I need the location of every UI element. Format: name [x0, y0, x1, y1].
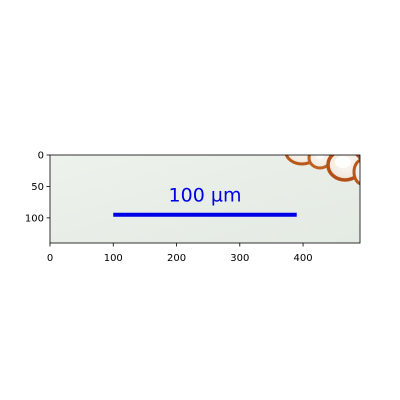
y-tick-label: 100 [25, 213, 44, 224]
x-tick-label: 300 [230, 253, 249, 264]
x-tick-label: 100 [104, 253, 123, 264]
cell-highlight [335, 156, 351, 168]
x-tick-label: 0 [47, 253, 53, 264]
x-tick-label: 400 [294, 253, 313, 264]
cell-highlight [316, 153, 324, 159]
x-axis: 0 100 200 300 400 [47, 243, 313, 264]
y-tick-label: 0 [38, 151, 44, 162]
y-tick-label: 50 [31, 182, 44, 193]
y-axis: 0 50 100 [25, 151, 50, 225]
scale-bar-label: 100 µm [169, 185, 242, 207]
cell-highlight [294, 146, 308, 154]
cell [354, 160, 370, 184]
x-tick-label: 200 [167, 253, 186, 264]
